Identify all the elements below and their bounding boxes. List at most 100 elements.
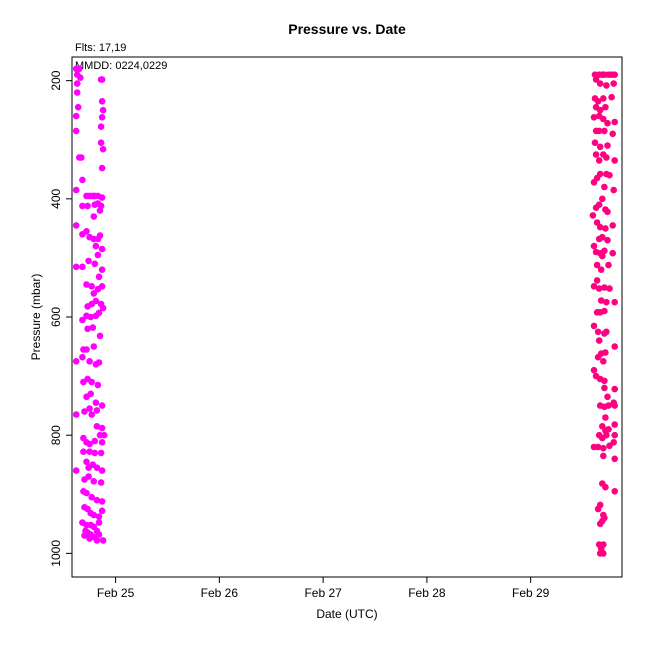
data-point-series-1 [95, 513, 103, 520]
y-tick-label: 1000 [49, 540, 63, 567]
data-point-series-2 [610, 186, 617, 194]
date-info: MMDD: 0224,0229 [75, 60, 167, 72]
x-axis: Feb 25 Feb 26 Feb 27 Feb 28 Feb 29 [97, 577, 550, 600]
data-point-series-1 [93, 537, 101, 544]
data-point-series-1 [98, 283, 106, 290]
data-point-series-2 [600, 452, 607, 460]
data-point-series-1 [73, 80, 81, 87]
data-point-series-1 [98, 76, 106, 83]
data-point-series-2 [601, 183, 608, 191]
data-point-series-2 [594, 443, 602, 451]
data-point-series-2 [603, 328, 610, 336]
data-point-series-1 [99, 145, 107, 153]
data-point-series-1 [86, 440, 93, 448]
data-point-series-1 [79, 202, 86, 210]
data-point-series-1 [74, 103, 82, 111]
data-point-series-2 [592, 151, 600, 158]
data-point-series-1 [88, 378, 95, 386]
data-point-series-2 [594, 505, 602, 513]
data-point-series-1 [95, 273, 103, 281]
data-point-series-2 [603, 82, 610, 89]
data-point-series-1 [96, 207, 104, 214]
data-point-series-2 [602, 103, 609, 111]
data-point-series-2 [600, 95, 607, 102]
data-point-series-1 [83, 489, 90, 497]
data-point-series-2 [596, 80, 604, 87]
data-point-series-2 [604, 208, 611, 216]
data-point-series-1 [85, 473, 92, 480]
data-point-series-2 [596, 143, 604, 151]
chart-title: Pressure vs. Date [288, 21, 406, 37]
data-point-series-1 [73, 89, 81, 96]
data-point-series-2 [599, 252, 606, 260]
data-point-series-2 [590, 242, 598, 250]
data-point-series-2 [601, 307, 608, 315]
data-point-series-1 [80, 448, 87, 456]
data-point-series-2 [595, 337, 603, 344]
data-point-series-2 [605, 426, 612, 433]
data-point-series-1 [91, 260, 99, 268]
data-point-series-1 [99, 537, 107, 544]
data-point-series-1 [86, 405, 93, 412]
x-tick-label: Feb 27 [304, 586, 342, 600]
data-point-series-2 [596, 106, 604, 114]
data-point-series-2 [606, 171, 613, 179]
x-tick-label: Feb 26 [201, 586, 239, 600]
data-point-series-1 [92, 242, 100, 250]
data-point-series-1 [81, 408, 88, 415]
data-point-series-1 [72, 112, 80, 120]
data-point-series-2 [592, 204, 600, 211]
data-point-series-2 [593, 261, 601, 269]
data-point-series-1 [85, 257, 92, 265]
data-point-series-2 [590, 179, 598, 186]
data-point-series-1 [84, 202, 91, 210]
data-point-series-2 [610, 439, 617, 446]
data-point-series-1 [91, 449, 99, 457]
data-point-series-1 [99, 106, 107, 114]
data-point-series-1 [86, 535, 93, 542]
data-point-series-1 [90, 478, 98, 485]
data-point-series-1 [90, 290, 98, 297]
data-point-series-2 [609, 249, 616, 257]
data-point-series-1 [86, 448, 93, 456]
data-point-series-1 [89, 324, 97, 331]
data-point-series-1 [72, 263, 80, 271]
data-point-series-1 [90, 213, 98, 220]
data-point-series-2 [602, 225, 609, 232]
data-point-series-2 [590, 283, 598, 290]
data-point-series-1 [96, 332, 104, 340]
data-point-series-1 [84, 325, 91, 333]
data-point-series-2 [610, 80, 617, 87]
data-point-series-1 [81, 532, 88, 539]
data-point-series-1 [83, 228, 90, 235]
data-point-series-2 [597, 297, 605, 304]
x-tick-label: Feb 25 [97, 586, 135, 600]
data-point-series-2 [611, 421, 618, 428]
x-axis-label: Date (UTC) [316, 607, 377, 621]
data-point-series-2 [604, 236, 611, 244]
data-point-series-1 [97, 123, 105, 130]
data-point-series-1 [72, 127, 80, 135]
data-point-series-2 [600, 115, 607, 123]
data-point-series-1 [95, 359, 103, 366]
data-point-series-1 [98, 245, 106, 253]
data-point-series-2 [593, 219, 601, 226]
data-point-series-2 [609, 222, 616, 229]
data-point-series-1 [83, 281, 90, 288]
data-point-series-1 [98, 424, 106, 432]
data-point-series-1 [98, 164, 106, 172]
data-point-series-1 [97, 139, 105, 146]
data-point-series-1 [94, 251, 102, 259]
y-tick-label: 200 [49, 70, 63, 90]
data-point-series-2 [604, 142, 611, 149]
x-tick-label: Feb 29 [512, 586, 550, 600]
data-point-series-2 [603, 154, 610, 161]
data-point-series-2 [595, 157, 603, 164]
y-axis: 200 400 600 800 1000 [49, 70, 72, 567]
data-point-series-1 [90, 343, 98, 350]
data-point-series-2 [590, 114, 598, 121]
data-point-series-1 [90, 511, 98, 519]
plot-frame [71, 56, 623, 578]
data-point-series-2 [611, 431, 618, 439]
data-point-series-1 [98, 498, 106, 505]
